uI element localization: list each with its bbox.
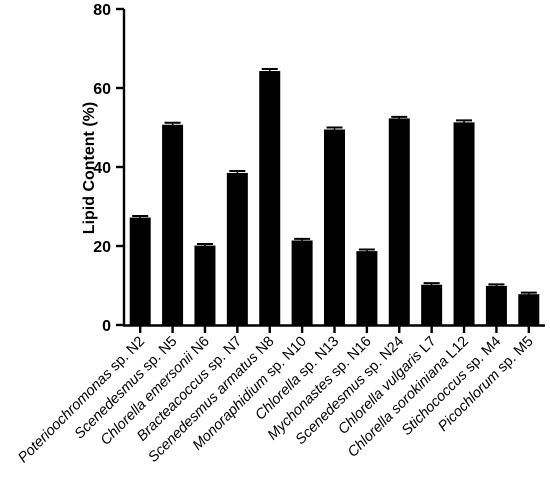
bar: [356, 251, 378, 325]
y-axis-title: Lipid Content (%): [81, 102, 98, 234]
y-tick-label: 60: [93, 81, 111, 98]
x-category-label: Poterioochromonas sp. N2: [15, 334, 148, 467]
y-tick-label: 80: [93, 2, 111, 19]
bar: [194, 245, 216, 325]
bar: [388, 118, 410, 325]
bar: [226, 172, 248, 325]
bar: [162, 124, 184, 325]
y-tick-label: 20: [93, 239, 111, 256]
y-axis-group: 0 20 40 60 80 Lipid Content (%): [81, 2, 126, 335]
bar: [291, 240, 313, 325]
bar: [485, 285, 507, 325]
bars-group: [129, 68, 540, 326]
bar: [324, 129, 345, 325]
y-tick-label: 40: [93, 160, 111, 177]
bar: [518, 294, 540, 325]
bar: [453, 122, 475, 326]
bar: [421, 284, 443, 325]
bar: [129, 217, 151, 325]
bar: [259, 71, 281, 325]
y-tick-label: 0: [102, 318, 111, 335]
